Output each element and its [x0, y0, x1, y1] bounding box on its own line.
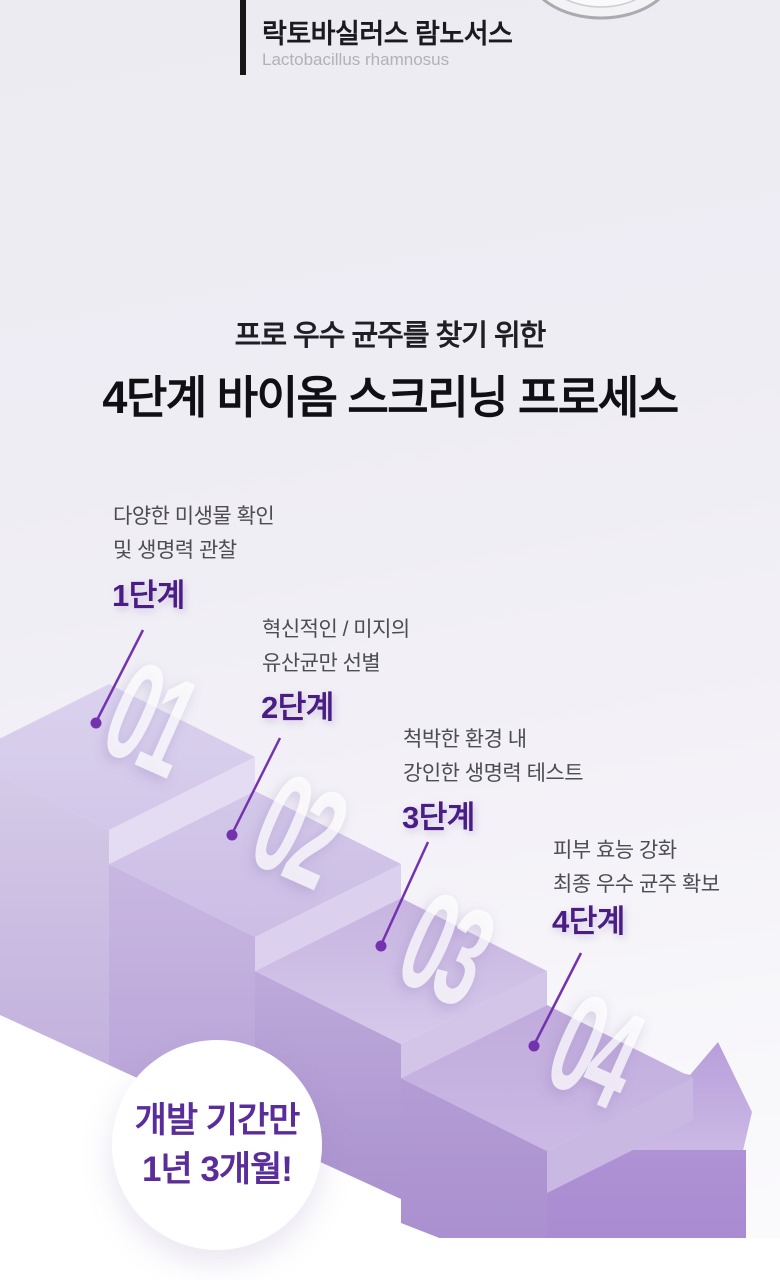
connector-line	[230, 737, 282, 835]
connector-dot	[90, 717, 102, 729]
step-3-description: 척박한 환경 내 강인한 생명력 테스트	[403, 723, 584, 791]
connector-dots	[90, 717, 540, 1052]
badge-line1: 개발 기간만	[134, 1101, 301, 1140]
petri-dish-image	[541, 0, 661, 20]
step-1-desc-line2: 및 생명력 관찰	[113, 539, 237, 562]
step-box-3	[255, 898, 547, 1199]
ingredient-title-korean: 락토바실러스 람노서스	[262, 19, 513, 49]
connector-lines	[94, 629, 583, 1046]
step-2-desc-line2: 유산균만 선별	[262, 652, 381, 675]
headline-title: 4단계 바이옴 스크리닝 프로세스	[102, 372, 679, 423]
step-2-description: 혁신적인 / 미지의 유산균만 선별	[262, 613, 410, 681]
step-4-description: 피부 효능 강화 최종 우수 균주 확보	[553, 834, 720, 902]
step-3-desc-line1: 척박한 환경 내	[403, 728, 527, 751]
header-accent-bar	[240, 0, 246, 75]
development-period-badge: 개발 기간만 1년 3개월!	[112, 1040, 322, 1250]
step-4-label: 4단계	[552, 904, 625, 939]
connector-dot	[375, 940, 387, 952]
step-3-desc-line2: 강인한 생명력 테스트	[403, 762, 584, 785]
connector-dot	[226, 829, 238, 841]
connector-line	[532, 952, 583, 1046]
ingredient-title-latin: Lactobacillus rhamnosus	[262, 50, 450, 69]
connector-dot	[528, 1040, 540, 1052]
step-1-label: 1단계	[112, 578, 185, 613]
badge-line2: 1년 3개월!	[142, 1150, 293, 1189]
step-box-1	[0, 684, 255, 1065]
step-4-desc-line1: 피부 효능 강화	[553, 839, 677, 862]
step-2-desc-line1: 혁신적인 / 미지의	[262, 618, 410, 641]
step-1-description: 다양한 미생물 확인 및 생명력 관찰	[113, 500, 275, 568]
connector-line	[379, 841, 430, 946]
step-2-label: 2단계	[261, 690, 334, 725]
step-3-label: 3단계	[402, 800, 475, 835]
step-1-desc-line1: 다양한 미생물 확인	[113, 505, 275, 528]
headline-subtitle: 프로 우수 균주를 찾기 위한	[234, 320, 547, 352]
connector-line	[94, 629, 145, 723]
bottom-white-band	[0, 1238, 780, 1280]
step-4-desc-line2: 최종 우수 균주 확보	[553, 873, 720, 896]
